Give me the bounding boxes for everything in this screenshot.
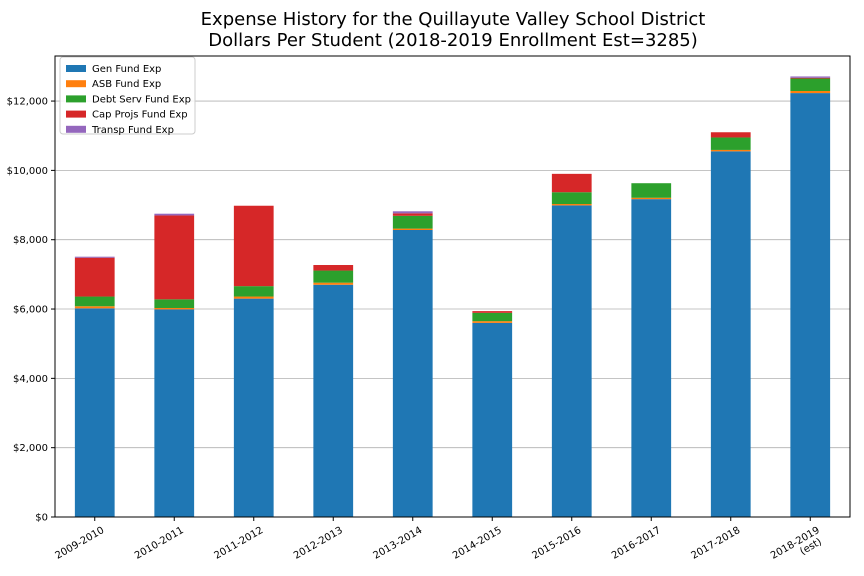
- x-tick-label: 2012-2013: [292, 525, 345, 562]
- legend-swatch: [66, 65, 86, 72]
- plot-frame: [54, 55, 851, 518]
- bar-segment[interactable]: [74, 256, 115, 258]
- bar-segment[interactable]: [790, 76, 831, 78]
- x-tick-label: 2011-2012: [213, 525, 266, 562]
- x-tick-label-line: 2009-2010: [54, 525, 107, 562]
- bar-segment[interactable]: [74, 308, 115, 517]
- y-tick-label: $10,000: [7, 166, 48, 177]
- bar-segment[interactable]: [392, 211, 433, 214]
- legend-swatch: [66, 125, 86, 133]
- bar-segment[interactable]: [710, 151, 751, 517]
- bar-segment[interactable]: [472, 311, 513, 313]
- bar-segment[interactable]: [392, 230, 433, 517]
- x-tick-label-line: 2016-2017: [610, 525, 663, 562]
- legend-label: ASB Fund Exp: [92, 79, 161, 90]
- y-tick-label: $4,000: [13, 374, 48, 385]
- legend-item[interactable]: ASB Fund Exp: [66, 79, 161, 90]
- y-tick-label: $0: [35, 513, 48, 524]
- bar-segment[interactable]: [154, 307, 195, 310]
- x-tick-label: 2017-2018: [690, 525, 743, 562]
- y-tick-label: $6,000: [13, 305, 48, 316]
- x-tick-label-line: 2014-2015: [451, 525, 504, 562]
- x-tick-label: 2016-2017: [610, 525, 663, 562]
- bar-segment[interactable]: [233, 205, 274, 287]
- bar-segment[interactable]: [392, 215, 433, 229]
- bar-segment[interactable]: [154, 213, 195, 216]
- bar-segment[interactable]: [790, 77, 831, 79]
- bar-segment[interactable]: [631, 183, 672, 198]
- bar-segment[interactable]: [790, 78, 831, 92]
- x-tick-label: 2014-2015: [451, 525, 504, 562]
- x-tick-label: 2015-2016: [531, 525, 584, 562]
- bar-segment[interactable]: [790, 91, 831, 94]
- legend-item[interactable]: Debt Serv Fund Exp: [66, 94, 191, 105]
- x-axis: 2009-2010 2010-2011 2011-2012 2012-2013 2013…: [54, 517, 824, 562]
- bar-segment[interactable]: [551, 205, 592, 517]
- chart-title: Expense History for the Quillayute Valle…: [201, 9, 706, 51]
- legend[interactable]: Gen Fund Exp ASB Fund Exp Debt Serv Fund E…: [59, 56, 196, 136]
- x-tick-label: 2010-2011: [133, 525, 186, 562]
- legend-swatch: [66, 95, 86, 103]
- bar-segment[interactable]: [551, 192, 592, 205]
- bar-segment[interactable]: [631, 197, 672, 200]
- legend-item[interactable]: Cap Projs Fund Exp: [66, 110, 188, 121]
- bar-segment[interactable]: [313, 282, 354, 285]
- bar-segment[interactable]: [392, 228, 433, 231]
- legend-box: [59, 56, 196, 135]
- bar-segment[interactable]: [472, 322, 513, 517]
- y-tick-label: $2,000: [13, 443, 48, 454]
- bar-segment[interactable]: [74, 306, 115, 309]
- bar-segment[interactable]: [472, 312, 513, 322]
- bars: [74, 76, 831, 518]
- bar-segment[interactable]: [790, 93, 831, 518]
- bar-segment[interactable]: [154, 215, 195, 300]
- x-tick-label-line: 2017-2018: [690, 525, 743, 562]
- x-tick-label-line: 2010-2011: [133, 525, 186, 562]
- bar-segment[interactable]: [313, 265, 354, 271]
- bar-segment[interactable]: [313, 284, 354, 517]
- legend-label: Gen Fund Exp: [92, 64, 161, 75]
- bar-segment[interactable]: [551, 204, 592, 206]
- bar-segment[interactable]: [74, 257, 115, 297]
- bar-segment[interactable]: [472, 321, 513, 323]
- legend-swatch: [66, 110, 86, 118]
- bar-segment[interactable]: [74, 296, 115, 307]
- y-axis: $0 $2,000 $4,000 $6,000 $8,000 $10,000 $12,000: [7, 97, 55, 524]
- bar-segment[interactable]: [313, 270, 354, 283]
- y-tick-label: $12,000: [7, 97, 48, 108]
- legend-label: Transp Fund Exp: [91, 125, 174, 136]
- legend-item[interactable]: Gen Fund Exp: [66, 64, 161, 75]
- legend-label: Cap Projs Fund Exp: [92, 110, 188, 121]
- bar-segment[interactable]: [233, 296, 274, 299]
- x-tick-label-line: 2011-2012: [213, 525, 266, 562]
- bar-segment[interactable]: [710, 149, 751, 152]
- bar-segment[interactable]: [710, 137, 751, 150]
- bar-segment[interactable]: [551, 173, 592, 193]
- chart-title-line: Expense History for the Quillayute Valle…: [201, 9, 706, 30]
- bar-segment[interactable]: [710, 132, 751, 138]
- x-tick-label-line: 2015-2016: [531, 525, 584, 562]
- chart-title-line: Dollars Per Student (2018-2019 Enrollmen…: [208, 30, 698, 51]
- legend-item[interactable]: Transp Fund Exp: [66, 125, 174, 136]
- x-tick-label: 2013-2014: [372, 525, 425, 562]
- bar-segment[interactable]: [154, 309, 195, 517]
- bar-segment[interactable]: [392, 213, 433, 216]
- x-tick-label: 2009-2010: [54, 525, 107, 562]
- bar-segment[interactable]: [154, 299, 195, 308]
- y-tick-label: $8,000: [13, 235, 48, 246]
- legend-label: Debt Serv Fund Exp: [92, 94, 191, 105]
- bar-segment[interactable]: [631, 199, 672, 517]
- bar-segment[interactable]: [233, 286, 274, 297]
- bar-segment[interactable]: [233, 298, 274, 517]
- x-tick-label-line: 2012-2013: [292, 525, 345, 562]
- x-tick-label-line: 2013-2014: [372, 525, 425, 562]
- x-tick-label: 2018-2019(est): [769, 525, 824, 562]
- legend-swatch: [66, 80, 86, 88]
